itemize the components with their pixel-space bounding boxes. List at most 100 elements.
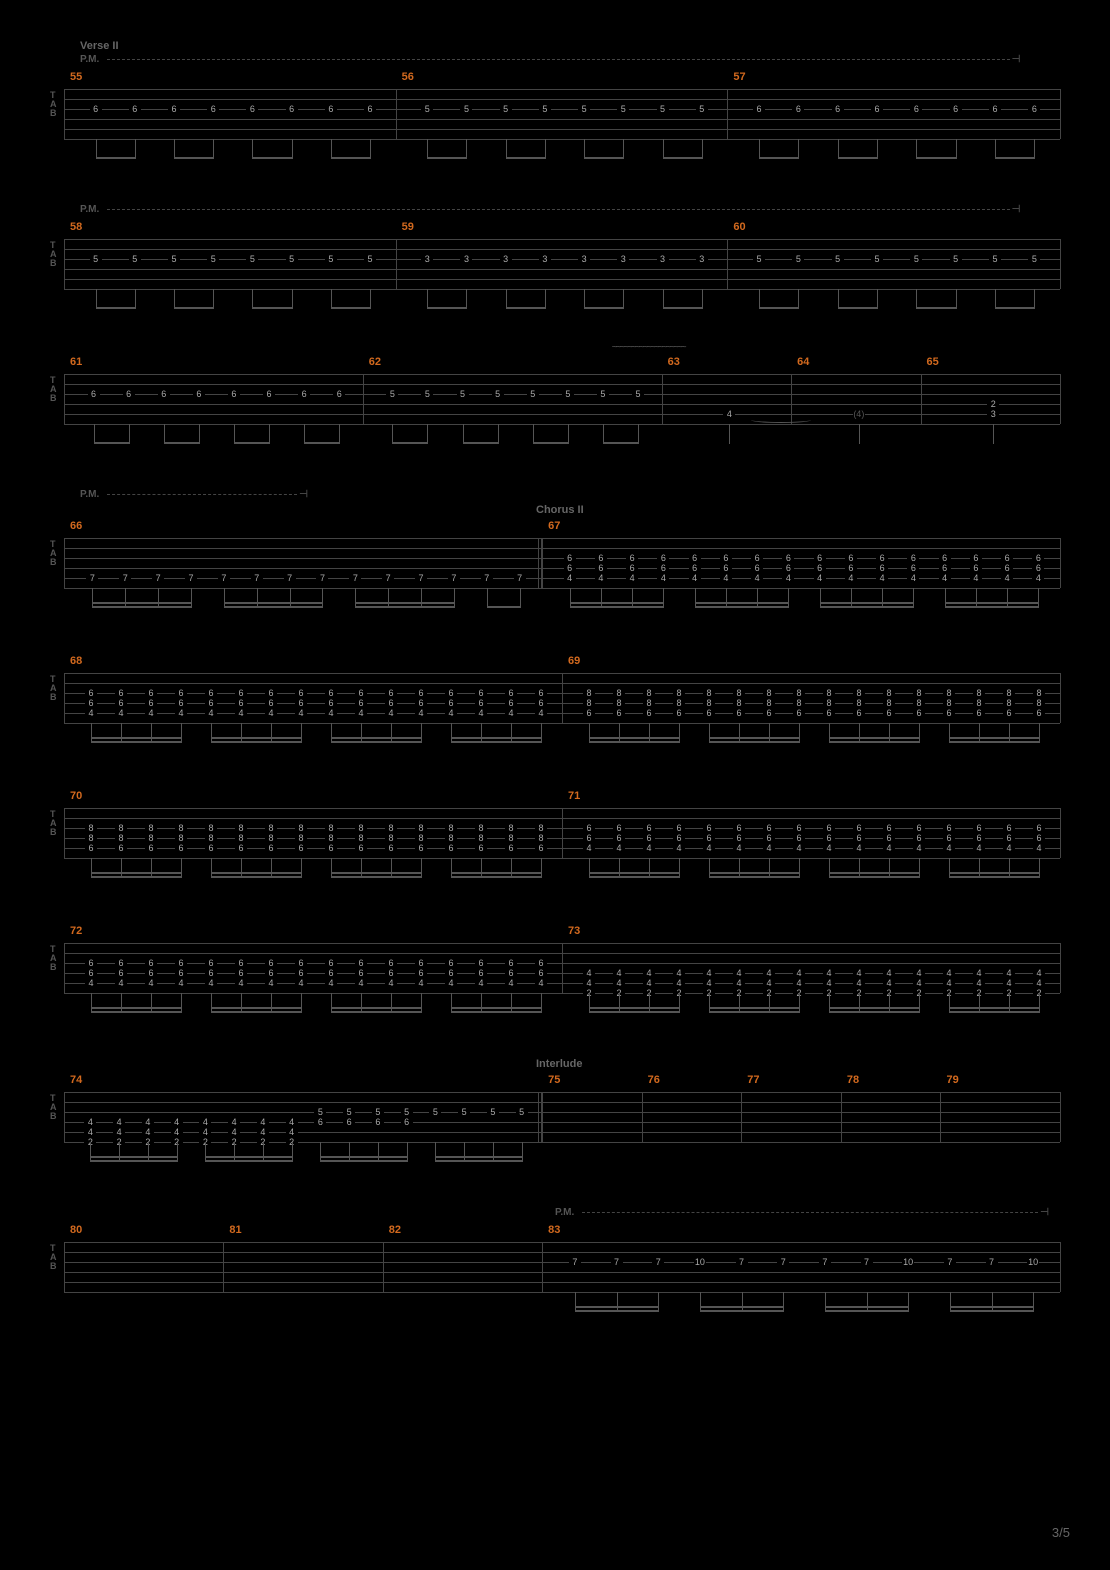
fret-number: 7	[736, 1257, 748, 1267]
section-label: Verse II	[80, 40, 1060, 52]
fret-number: 6	[115, 958, 127, 968]
fret-number: 6	[814, 553, 826, 563]
fret-number: 8	[235, 823, 247, 833]
measure-number: 70	[70, 790, 82, 802]
fret-number: 4	[657, 573, 669, 583]
fret-number: 6	[415, 688, 427, 698]
fret-number: 6	[355, 698, 367, 708]
fret-number: 6	[401, 1117, 413, 1127]
fret-number: 6	[643, 823, 655, 833]
fret-number: 4	[85, 708, 97, 718]
fret-number: 4	[643, 843, 655, 853]
fret-number: 8	[613, 688, 625, 698]
fret-number: 4	[535, 708, 547, 718]
fret-number: 4	[733, 978, 745, 988]
fret-number: 6	[85, 968, 97, 978]
fret-number: 4	[733, 968, 745, 978]
fret-number: 3	[657, 254, 669, 264]
fret-number: 6	[295, 843, 307, 853]
fret-number: 4	[643, 968, 655, 978]
bar-area: 6866466466466466466466466466466466466466…	[64, 653, 1060, 753]
fret-number: 4	[142, 1117, 154, 1127]
fret-number: 6	[205, 968, 217, 978]
fret-number: 6	[385, 843, 397, 853]
fret-number: 6	[415, 968, 427, 978]
fret-number: 6	[295, 958, 307, 968]
fret-number: 8	[475, 833, 487, 843]
fret-number: 3	[539, 254, 551, 264]
fret-number: 6	[88, 389, 100, 399]
fret-number: 6	[883, 833, 895, 843]
measure-number: 59	[402, 221, 414, 233]
fret-number: 8	[85, 833, 97, 843]
fret-number: 4	[853, 978, 865, 988]
fret-number: 4	[613, 843, 625, 853]
measure-number: 69	[568, 655, 580, 667]
fret-number: 7	[218, 573, 230, 583]
fret-number: 6	[364, 104, 376, 114]
fret-number: 8	[265, 823, 277, 833]
fret-number: 7	[569, 1257, 581, 1267]
fret-number: 5	[910, 254, 922, 264]
fret-number: 5	[129, 254, 141, 264]
fret-number: 4	[145, 708, 157, 718]
fret-number: 6	[973, 833, 985, 843]
fret-number: 6	[763, 823, 775, 833]
fret-number: 4	[763, 843, 775, 853]
fret-number: 4	[171, 1117, 183, 1127]
fret-number: 5	[597, 389, 609, 399]
fret-number: 6	[1032, 553, 1044, 563]
tab-staff: TAB7088688688688688688688688688688688688…	[50, 788, 1060, 888]
fret-number: 6	[703, 823, 715, 833]
tab-clef: TAB	[50, 945, 57, 972]
fret-number: 4	[115, 708, 127, 718]
fret-number: 8	[505, 823, 517, 833]
measure-number: 73	[568, 925, 580, 937]
palm-mute-label: P.M.⊣	[80, 489, 1060, 500]
fret-number: 6	[989, 104, 1001, 114]
fret-number: 7	[185, 573, 197, 583]
bar-area: 7266466466466466466466466466466466466466…	[64, 923, 1060, 1023]
fret-number: 6	[913, 833, 925, 843]
tab-page: Verse IIP.M.⊣TAB556666666656555555555766…	[50, 40, 1060, 1357]
measure-number: 77	[747, 1074, 759, 1086]
fret-number: 5	[246, 254, 258, 264]
fret-number: 8	[145, 823, 157, 833]
fret-number: 4	[113, 1127, 125, 1137]
fret-number: 6	[613, 708, 625, 718]
fret-number: 6	[123, 389, 135, 399]
fret-number: 6	[205, 958, 217, 968]
fret-number: 6	[145, 968, 157, 978]
fret-number: 6	[535, 688, 547, 698]
fret-number: 8	[733, 698, 745, 708]
fret-number: 4	[355, 978, 367, 988]
fret-number: 6	[175, 843, 187, 853]
fret-number: (4)	[853, 409, 865, 419]
tie	[751, 417, 811, 423]
fret-number: 8	[793, 688, 805, 698]
measure-number: 76	[648, 1074, 660, 1086]
fret-number: 6	[910, 104, 922, 114]
fret-number: 6	[505, 843, 517, 853]
fret-number: 4	[205, 978, 217, 988]
fret-number: 4	[907, 573, 919, 583]
fret-number: 2	[987, 399, 999, 409]
fret-number: 6	[372, 1117, 384, 1127]
fret-number: 4	[85, 978, 97, 988]
fret-number: 6	[1033, 833, 1045, 843]
measure-number: 57	[733, 71, 745, 83]
fret-number: 4	[823, 968, 835, 978]
fret-number: 8	[1003, 688, 1015, 698]
fret-number: 8	[535, 823, 547, 833]
fret-number: 8	[325, 823, 337, 833]
fret-number: 6	[235, 698, 247, 708]
fret-number: 6	[355, 843, 367, 853]
fret-number: 7	[611, 1257, 623, 1267]
fret-number: 6	[85, 958, 97, 968]
tab-clef: TAB	[50, 810, 57, 837]
fret-number: 6	[175, 698, 187, 708]
measure-number: 65	[927, 356, 939, 368]
measure-number: 63	[668, 356, 680, 368]
fret-number: 4	[613, 968, 625, 978]
fret-number: 4	[1001, 573, 1013, 583]
